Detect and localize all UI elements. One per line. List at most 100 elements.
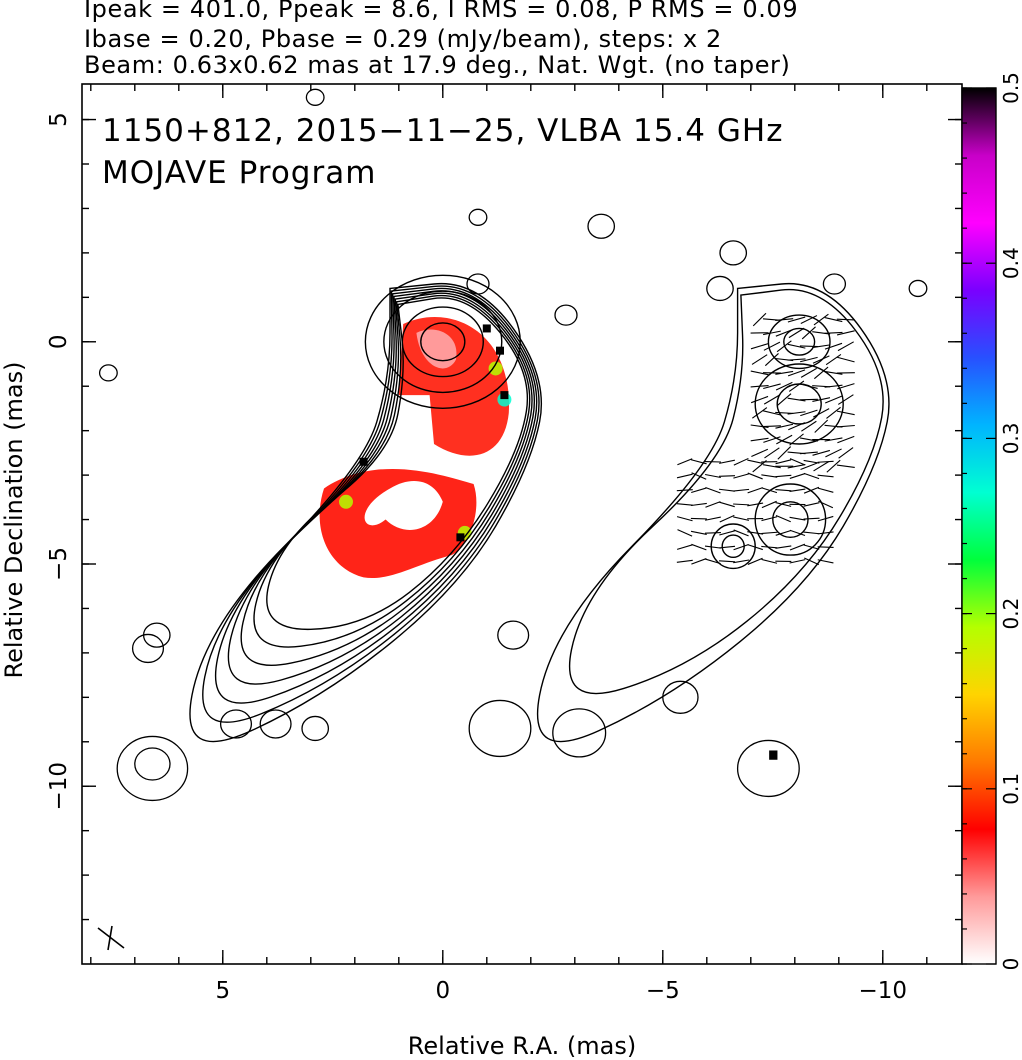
evpa-vector <box>764 353 779 367</box>
evpa-vector <box>704 545 721 549</box>
evpa-vector <box>824 437 843 442</box>
evpa-vector <box>762 464 781 469</box>
contour-level <box>754 363 844 445</box>
evpa-vector <box>818 500 834 509</box>
evpa-vector <box>775 529 792 536</box>
polarization-edge-pixel-dark <box>359 457 368 466</box>
evpa-vector <box>690 517 707 520</box>
evpa-vector <box>788 380 805 392</box>
evpa-vector <box>691 487 707 494</box>
evpa-vector <box>836 410 855 416</box>
evpa-vector <box>817 531 834 535</box>
evpa-vector <box>752 312 767 327</box>
evpa-vector <box>733 543 749 551</box>
colorbar-ticks <box>962 87 996 965</box>
evpa-vector <box>824 395 843 404</box>
colorbar-label: 0.1 <box>999 773 1022 805</box>
evpa-vector <box>751 354 768 365</box>
y-tick-label: 5 <box>46 112 72 127</box>
evpa-vector <box>775 502 792 507</box>
evpa-vector <box>789 543 806 551</box>
header-line-2: Ibase = 0.20, Pbase = 0.29 (mJy/beam), s… <box>84 25 722 53</box>
noise-contour <box>587 213 616 239</box>
evpa-vector <box>775 370 794 375</box>
noise-contour <box>466 273 490 295</box>
evpa-vector <box>676 516 693 522</box>
evpa-vector <box>803 472 820 480</box>
evpa-vector <box>775 489 792 492</box>
evpa-vector <box>789 516 806 521</box>
evpa-vector <box>750 424 769 429</box>
evpa-vector <box>690 530 707 535</box>
evpa-vector <box>813 313 829 326</box>
evpa-vector <box>817 487 834 493</box>
evpa-vector <box>747 544 763 551</box>
contour-level <box>401 306 484 378</box>
evpa-vector <box>747 472 763 480</box>
evpa-vector <box>787 316 806 323</box>
evpa-vector <box>787 397 806 402</box>
evpa-vector <box>762 330 781 336</box>
evpa-vector <box>799 398 818 401</box>
evpa-vector <box>705 501 721 508</box>
evpa-vector <box>800 383 818 389</box>
evpa-vector <box>800 315 818 325</box>
evpa-vector <box>800 462 818 470</box>
evpa-vector <box>817 474 834 478</box>
evpa-vector <box>705 516 721 521</box>
noise-contour <box>736 739 800 798</box>
evpa-vector <box>803 544 820 550</box>
evpa-vector <box>690 502 707 507</box>
evpa-vector <box>733 529 749 537</box>
evpa-vector <box>764 447 780 459</box>
noise-contour <box>131 633 165 664</box>
noise-contours <box>98 88 928 802</box>
colorbar <box>961 87 997 965</box>
contour-level <box>240 292 533 667</box>
evpa-vector <box>775 474 792 478</box>
contour-level <box>364 274 521 409</box>
evpa-vector <box>762 425 781 428</box>
noise-contour <box>134 747 171 781</box>
evpa-vector <box>789 559 806 564</box>
plot-frame <box>81 83 963 965</box>
evpa-vector <box>787 343 806 349</box>
evpa-vector <box>825 353 842 366</box>
evpa-vector <box>775 423 794 429</box>
evpa-vector <box>836 318 855 321</box>
evpa-vector <box>814 419 829 433</box>
contour-level <box>536 282 890 743</box>
evpa-vector <box>676 489 693 492</box>
evpa-vector <box>704 473 721 479</box>
evpa-vector <box>789 488 806 492</box>
contour-level <box>202 285 540 723</box>
noise-contour <box>142 622 171 648</box>
evpa-vector <box>750 437 769 442</box>
evpa-vector <box>838 447 854 459</box>
evpa-vector <box>775 459 792 465</box>
evpa-vector <box>752 407 768 419</box>
evpa-vector <box>719 514 735 523</box>
polarization-gap <box>364 480 443 530</box>
evpa-vector <box>824 317 843 323</box>
evpa-vector <box>676 559 693 563</box>
noise-contour <box>662 680 699 714</box>
evpa-vector <box>837 341 854 352</box>
evpa-vector <box>763 341 781 351</box>
evpa-vector <box>761 516 778 522</box>
evpa-vector <box>777 393 792 406</box>
x-tick-label: 0 <box>435 978 450 1004</box>
evpa-vector <box>751 448 769 458</box>
evpa-vector <box>788 422 806 431</box>
y-tick-labels: 5 0 −5 −10 <box>46 112 72 810</box>
evpa-vector <box>750 395 769 404</box>
evpa-vector <box>704 532 721 534</box>
evpa-vector <box>763 394 780 405</box>
evpa-vector <box>750 343 769 350</box>
evpa-vector <box>750 384 769 388</box>
program-label: MOJAVE Program <box>102 155 376 191</box>
evpa-vector <box>719 501 735 508</box>
noise-contour <box>259 709 292 739</box>
evpa-vector <box>719 459 735 464</box>
